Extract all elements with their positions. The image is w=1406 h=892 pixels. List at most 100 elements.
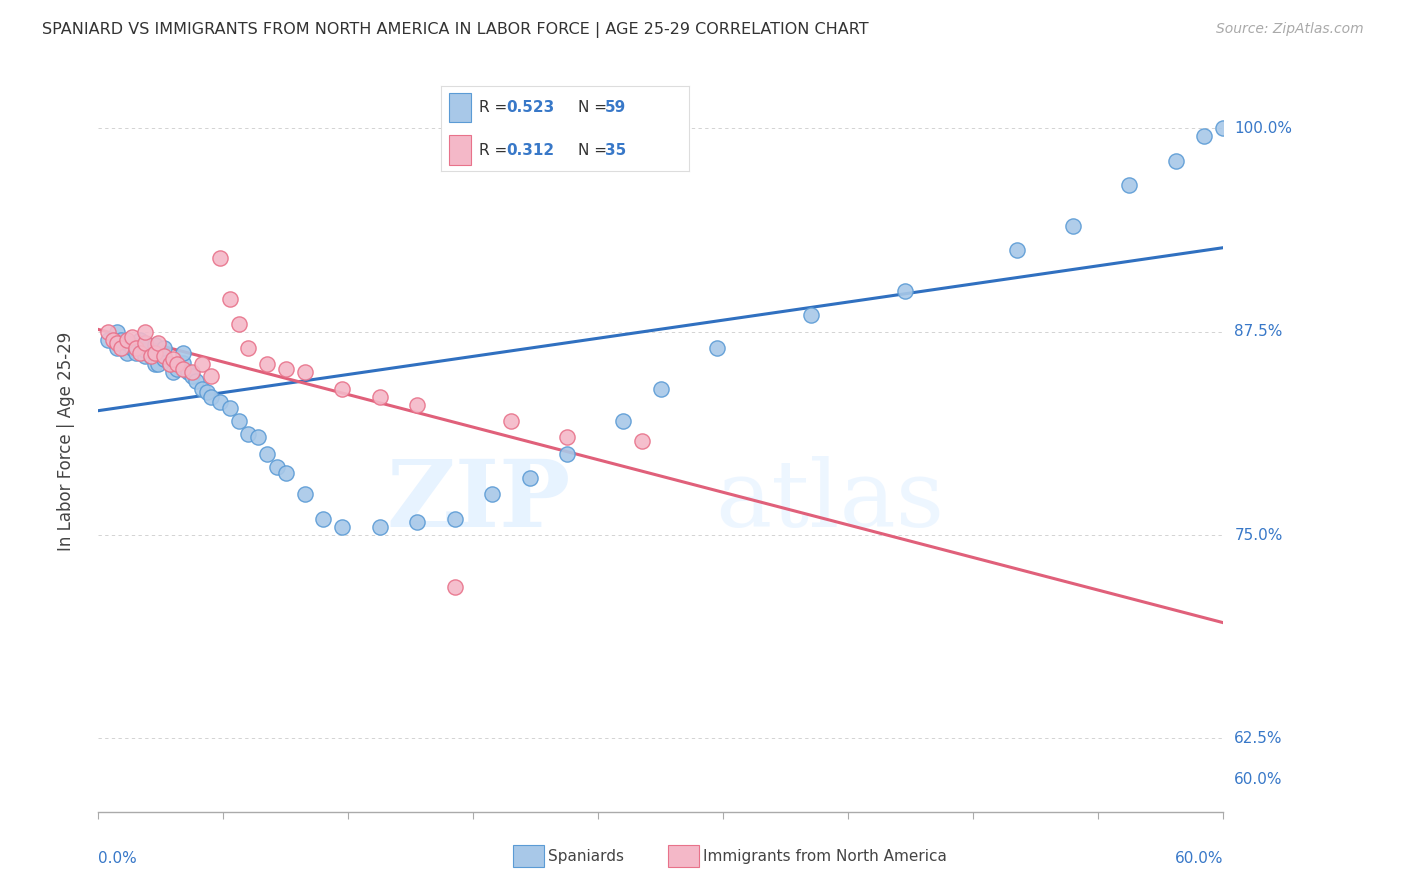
Point xyxy=(650,382,672,396)
Point xyxy=(134,336,156,351)
Text: 87.5%: 87.5% xyxy=(1234,324,1282,339)
Point xyxy=(143,337,166,351)
Point xyxy=(330,382,353,396)
Point xyxy=(368,520,391,534)
Y-axis label: In Labor Force | Age 25-29: In Labor Force | Age 25-29 xyxy=(56,332,75,551)
Point xyxy=(115,336,138,351)
Point xyxy=(406,398,429,412)
Point xyxy=(97,325,120,339)
Point xyxy=(105,336,128,351)
Point xyxy=(195,384,218,399)
Point xyxy=(1118,178,1140,193)
Point xyxy=(143,346,166,360)
Point xyxy=(274,467,297,481)
Point xyxy=(184,374,207,388)
Point xyxy=(190,382,212,396)
Point xyxy=(125,339,148,353)
Point xyxy=(612,414,634,428)
Point xyxy=(162,365,184,379)
Point xyxy=(443,580,465,594)
Point xyxy=(1166,153,1188,168)
Point xyxy=(115,333,138,347)
Point xyxy=(115,346,138,360)
Point xyxy=(274,362,297,376)
Point xyxy=(294,487,316,501)
Point xyxy=(153,349,176,363)
Point xyxy=(228,317,250,331)
Point xyxy=(153,341,176,355)
Point xyxy=(134,325,156,339)
Text: ZIP: ZIP xyxy=(387,456,571,546)
Point xyxy=(181,368,204,383)
Point xyxy=(172,346,194,360)
Point xyxy=(134,336,156,351)
Point xyxy=(166,362,188,376)
Point xyxy=(800,309,823,323)
Point xyxy=(1194,129,1216,144)
Point xyxy=(246,430,269,444)
Point xyxy=(406,515,429,529)
Point xyxy=(143,346,166,360)
Point xyxy=(519,471,541,485)
Point xyxy=(177,365,200,379)
Point xyxy=(134,349,156,363)
Text: 62.5%: 62.5% xyxy=(1234,731,1282,746)
Text: Immigrants from North America: Immigrants from North America xyxy=(703,849,946,863)
Point xyxy=(499,414,522,428)
Point xyxy=(238,427,260,442)
Point xyxy=(312,512,335,526)
Point xyxy=(1212,121,1234,136)
Point xyxy=(110,333,132,347)
Text: atlas: atlas xyxy=(714,456,945,546)
Point xyxy=(148,336,170,351)
Point xyxy=(481,487,503,501)
Point xyxy=(228,414,250,428)
Point xyxy=(134,343,156,357)
Point xyxy=(200,390,222,404)
Text: 0.0%: 0.0% xyxy=(98,851,138,865)
Point xyxy=(555,430,578,444)
Text: Spaniards: Spaniards xyxy=(548,849,624,863)
Text: 75.0%: 75.0% xyxy=(1234,527,1282,542)
Point xyxy=(128,333,150,347)
Point xyxy=(631,434,654,448)
Point xyxy=(555,447,578,461)
Text: 60.0%: 60.0% xyxy=(1234,772,1282,787)
Point xyxy=(200,368,222,383)
Point xyxy=(105,341,128,355)
Point xyxy=(159,357,181,371)
Point xyxy=(103,333,125,347)
Point xyxy=(1005,244,1028,258)
Point xyxy=(181,365,204,379)
Point xyxy=(121,329,143,343)
Point xyxy=(159,357,181,371)
Point xyxy=(266,459,288,474)
Text: 100.0%: 100.0% xyxy=(1234,120,1292,136)
Text: Source: ZipAtlas.com: Source: ZipAtlas.com xyxy=(1216,22,1364,37)
Text: 60.0%: 60.0% xyxy=(1175,851,1223,865)
Point xyxy=(256,357,278,371)
Point xyxy=(256,447,278,461)
Point xyxy=(121,341,143,355)
Point xyxy=(148,357,170,371)
Point xyxy=(139,349,162,363)
Point xyxy=(294,365,316,379)
Point xyxy=(128,346,150,360)
Point xyxy=(190,357,212,371)
Point xyxy=(172,356,194,370)
Point xyxy=(105,325,128,339)
Point xyxy=(218,401,240,416)
Point xyxy=(110,341,132,355)
Point xyxy=(1062,219,1084,233)
Text: SPANIARD VS IMMIGRANTS FROM NORTH AMERICA IN LABOR FORCE | AGE 25-29 CORRELATION: SPANIARD VS IMMIGRANTS FROM NORTH AMERIC… xyxy=(42,22,869,38)
Point xyxy=(893,284,915,298)
Point xyxy=(330,520,353,534)
Point xyxy=(166,357,188,371)
Point xyxy=(209,394,232,409)
Point xyxy=(706,341,728,355)
Point xyxy=(97,333,120,347)
Point xyxy=(139,349,162,363)
Point xyxy=(125,341,148,355)
Point xyxy=(162,352,184,367)
Point xyxy=(172,362,194,376)
